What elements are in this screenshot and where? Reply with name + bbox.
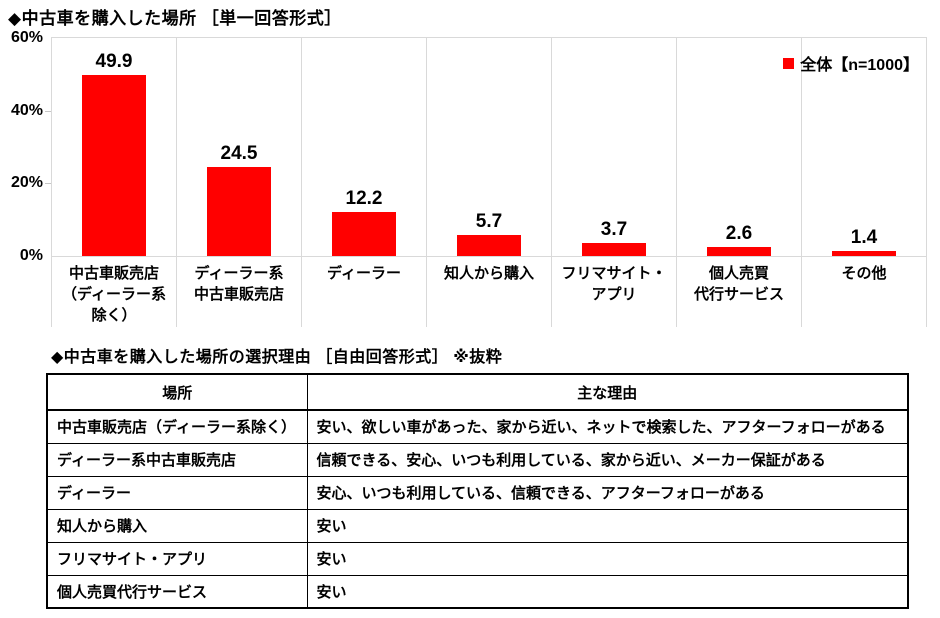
bar-value-label: 3.7 bbox=[600, 218, 628, 240]
table-row: ディーラー 安心、いつも利用している、信頼できる、アフターフォローがある bbox=[46, 475, 909, 510]
table-cell-reason: 安い bbox=[306, 574, 909, 609]
table-header-row: 場所 主な理由 bbox=[46, 373, 909, 411]
table-cell-reason: 安い bbox=[306, 508, 909, 543]
legend-marker-icon bbox=[783, 57, 795, 69]
table-row: ディーラー系中古車販売店 信頼できる、安心、いつも利用している、家から近い、メーカ… bbox=[46, 442, 909, 477]
table-cell-place: フリマサイト・アプリ bbox=[46, 541, 308, 576]
category-label: ディーラー系 中古車販売店 bbox=[193, 265, 284, 303]
bar-zone: 12.2 bbox=[302, 38, 426, 256]
bar bbox=[207, 166, 271, 256]
category-column: 2.6 個人売買 代行サービス bbox=[677, 38, 802, 327]
category-column: 12.2 ディーラー bbox=[302, 38, 427, 327]
table-cell-place: 知人から購入 bbox=[46, 508, 308, 543]
bar bbox=[82, 74, 146, 256]
bar-zone: 24.5 bbox=[177, 38, 301, 256]
bar-value-label: 2.6 bbox=[725, 222, 753, 244]
table-title: ◆中古車を購入した場所の選択理由 ［自由回答形式］ ※抜粋 bbox=[51, 349, 503, 366]
bar-zone: 5.7 bbox=[427, 38, 551, 256]
category-column: 24.5 ディーラー系 中古車販売店 bbox=[177, 38, 302, 327]
bar-value-label: 12.2 bbox=[345, 187, 383, 209]
bar-zone: 2.6 bbox=[677, 38, 801, 256]
bar-value-label: 1.4 bbox=[850, 226, 878, 248]
bar-zone: 3.7 bbox=[552, 38, 676, 256]
category-column: 3.7 フリマサイト・ アプリ bbox=[552, 38, 677, 327]
category-column: 5.7 知人から購入 bbox=[427, 38, 552, 327]
bar-value-label: 24.5 bbox=[220, 142, 258, 164]
table-cell-reason: 安い bbox=[306, 541, 909, 576]
table-row: フリマサイト・アプリ 安い bbox=[46, 541, 909, 576]
bar bbox=[582, 242, 646, 256]
y-tick-label: 0% bbox=[19, 247, 43, 264]
table-row: 中古車販売店（ディーラー系除く） 安い、欲しい車があった、家から近い、ネットで検索… bbox=[46, 409, 909, 444]
bar bbox=[832, 250, 896, 256]
bar bbox=[707, 246, 771, 256]
bar-value-label: 49.9 bbox=[95, 50, 133, 72]
bar-zone: 49.9 bbox=[52, 38, 176, 256]
table-body: 中古車販売店（ディーラー系除く） 安い、欲しい車があった、家から近い、ネットで検索… bbox=[46, 409, 909, 609]
chart-title: ◆中古車を購入した場所 ［単一回答形式］ bbox=[8, 9, 342, 28]
reasons-table: 場所 主な理由 中古車販売店（ディーラー系除く） 安い、欲しい車があった、家から近… bbox=[46, 373, 909, 609]
y-tick-label: 60% bbox=[10, 29, 43, 46]
category-label: 中古車販売店 （ディーラー系 除く） bbox=[62, 265, 166, 324]
bars-container: 49.9 中古車販売店 （ディーラー系 除く） 24.5 ディーラー系 中古車販売店 1… bbox=[51, 38, 927, 327]
category-label: 知人から購入 bbox=[443, 265, 534, 282]
category-label: その他 bbox=[841, 265, 887, 282]
category-label: フリマサイト・ アプリ bbox=[561, 265, 667, 303]
table-row: 知人から購入 安い bbox=[46, 508, 909, 543]
y-tick-mark bbox=[45, 110, 51, 112]
bar-value-label: 5.7 bbox=[475, 211, 503, 233]
col-header-place: 場所 bbox=[46, 373, 308, 411]
table-cell-place: 中古車販売店（ディーラー系除く） bbox=[46, 409, 308, 444]
legend: 全体【n=1000】 bbox=[783, 51, 919, 75]
category-column: 1.4 その他 bbox=[802, 38, 927, 327]
x-axis-line bbox=[51, 256, 927, 257]
plot-area: 49.9 中古車販売店 （ディーラー系 除く） 24.5 ディーラー系 中古車販売店 1… bbox=[11, 29, 927, 327]
table-cell-place: ディーラー系中古車販売店 bbox=[46, 442, 308, 477]
col-header-reason: 主な理由 bbox=[306, 373, 909, 411]
y-tick-label: 40% bbox=[10, 101, 43, 119]
legend-label: 全体【n=1000】 bbox=[800, 57, 919, 74]
category-label: 個人売買 代行サービス bbox=[693, 265, 784, 303]
table-cell-reason: 信頼できる、安心、いつも利用している、家から近い、メーカー保証がある bbox=[306, 442, 909, 477]
table-cell-reason: 安心、いつも利用している、信頼できる、アフターフォローがある bbox=[306, 475, 909, 510]
bar bbox=[457, 235, 521, 256]
table-row: 個人売買代行サービス 安い bbox=[46, 574, 909, 609]
table-cell-place: ディーラー bbox=[46, 475, 308, 510]
y-tick-label: 20% bbox=[10, 174, 43, 192]
bar-zone: 1.4 bbox=[802, 38, 926, 256]
category-column: 49.9 中古車販売店 （ディーラー系 除く） bbox=[52, 38, 177, 327]
table-cell-place: 個人売買代行サービス bbox=[46, 574, 308, 609]
bar bbox=[332, 211, 396, 256]
category-label: ディーラー bbox=[327, 265, 401, 282]
y-tick-mark bbox=[45, 183, 51, 185]
table-cell-reason: 安い、欲しい車があった、家から近い、ネットで検索した、アフターフォローがある bbox=[306, 409, 909, 444]
